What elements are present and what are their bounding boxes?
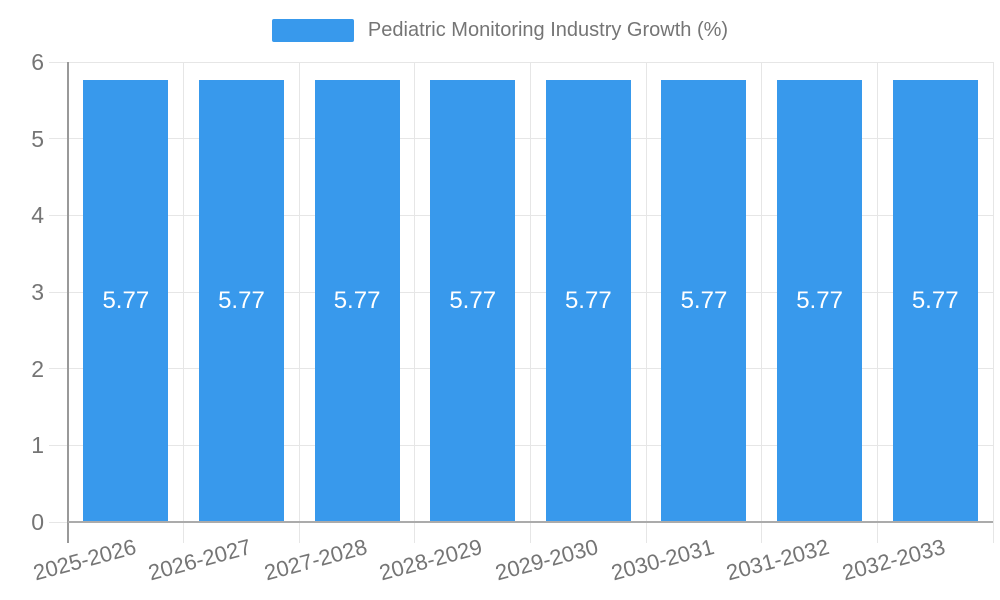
y-tick-label: 1 [31, 432, 44, 459]
gridline-vertical [645, 62, 647, 543]
gridline-horizontal [68, 214, 993, 216]
y-tick-label: 0 [31, 509, 44, 535]
x-tick-label: 2028-2029 [377, 534, 486, 586]
legend[interactable]: Pediatric Monitoring Industry Growth (%) [0, 19, 1000, 42]
bar-value-label: 5.77 [680, 286, 728, 314]
y-axis-tick [49, 444, 68, 446]
y-axis-tick [49, 138, 68, 140]
y-tick-label: 5 [31, 125, 44, 152]
y-axis-tick [49, 368, 68, 370]
bar[interactable] [198, 79, 284, 522]
y-tick-label: 2 [31, 355, 44, 382]
bar-value-label: 5.77 [333, 286, 381, 314]
x-axis-baseline [68, 521, 993, 523]
y-tick-label: 6 [31, 49, 44, 75]
gridline-horizontal [68, 61, 993, 63]
legend-label: Pediatric Monitoring Industry Growth (%) [367, 19, 729, 41]
x-tick-label: 2031-2032 [723, 534, 833, 586]
bar-value-label: 5.77 [449, 286, 497, 314]
gridline-vertical [530, 62, 531, 543]
x-tick-label: 2027-2028 [261, 534, 370, 586]
bar-value-label: 5.77 [564, 286, 612, 314]
bar[interactable] [83, 79, 169, 522]
y-tick-label: 4 [31, 202, 44, 229]
y-axis-tick [49, 61, 68, 63]
x-tick-label: 2030-2031 [608, 534, 717, 586]
y-axis-tick [49, 214, 68, 216]
bar[interactable] [892, 79, 978, 522]
gridline-vertical [876, 62, 878, 543]
bar[interactable] [661, 79, 747, 522]
y-axis-tick [49, 521, 68, 523]
bar-value-label: 5.77 [911, 286, 959, 314]
gridline-horizontal [68, 138, 993, 140]
bar-value-label: 5.77 [102, 286, 150, 314]
bar-value-label: 5.77 [218, 286, 265, 314]
x-tick-label: 2032-2033 [839, 534, 948, 586]
gridline-vertical [992, 62, 994, 543]
bar[interactable] [430, 79, 516, 522]
gridline-vertical [183, 62, 185, 543]
gridline-vertical [298, 62, 300, 543]
bar-value-label: 5.77 [796, 286, 843, 314]
gridline-horizontal [68, 444, 993, 446]
bar[interactable] [777, 79, 863, 522]
gridline-vertical [414, 62, 416, 543]
y-axis-tick [49, 291, 68, 293]
y-tick-label: 3 [31, 279, 44, 305]
gridline-vertical [761, 62, 763, 543]
bar[interactable] [545, 79, 631, 522]
x-tick-label: 2026-2027 [145, 534, 254, 586]
gridline-horizontal [68, 291, 993, 293]
bar[interactable] [314, 79, 400, 522]
x-tick-label: 2025-2026 [30, 534, 139, 586]
legend-swatch [271, 19, 354, 42]
x-tick-label: 2029-2030 [492, 534, 601, 586]
y-axis-line [67, 62, 69, 543]
gridline-horizontal [68, 368, 993, 370]
